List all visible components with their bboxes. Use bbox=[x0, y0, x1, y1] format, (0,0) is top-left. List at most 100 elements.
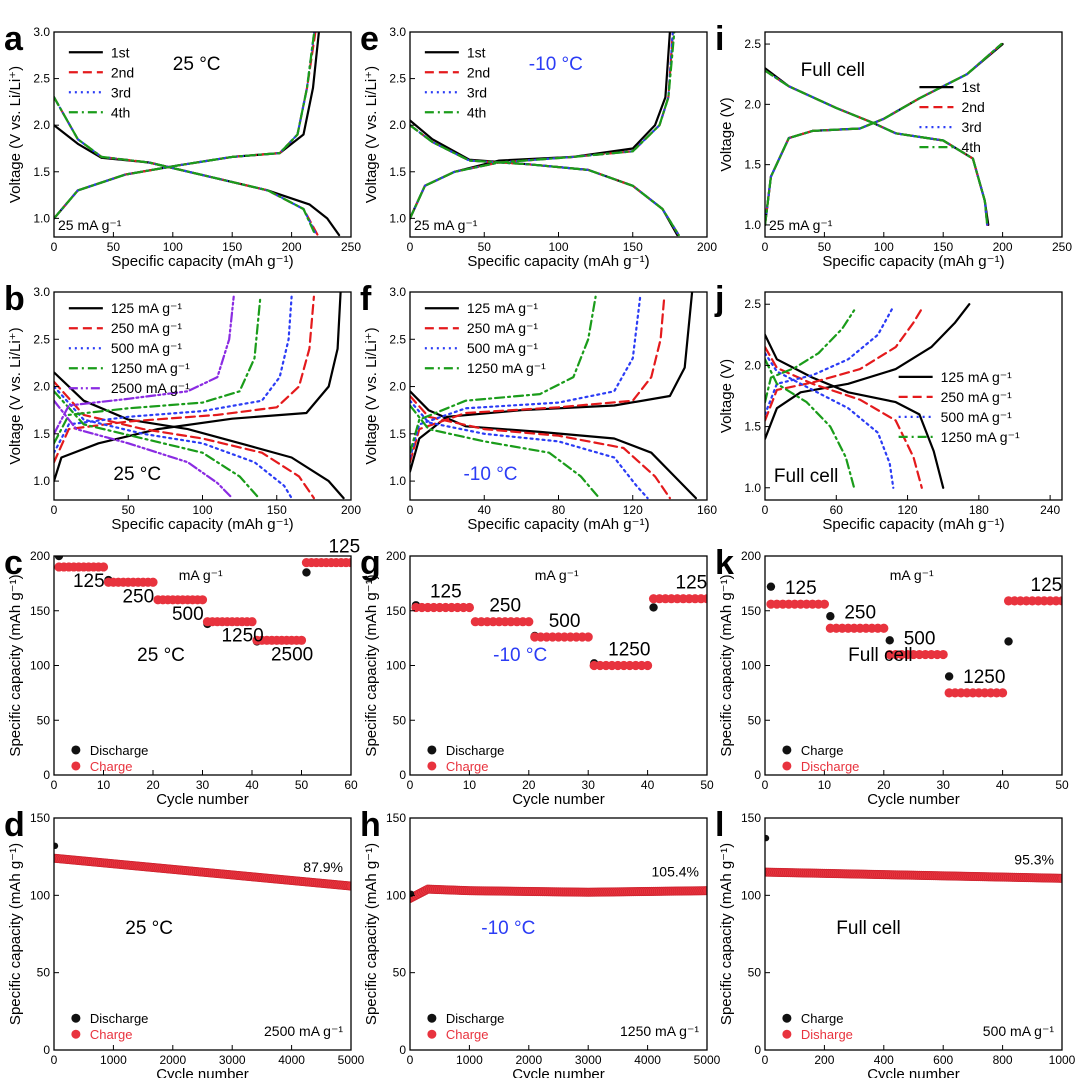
plot-area bbox=[765, 834, 1062, 883]
x-axis-label: Cycle number bbox=[156, 791, 249, 808]
x-tick-label: 0 bbox=[762, 778, 769, 792]
legend-label: 125 mA g⁻¹ bbox=[467, 300, 539, 316]
annotation: -10 °C bbox=[481, 918, 535, 939]
x-tick-label: 5000 bbox=[694, 1053, 721, 1067]
y-tick-label: 150 bbox=[30, 604, 50, 618]
legend-label: 500 mA g⁻¹ bbox=[111, 340, 183, 356]
legend-label: 500 mA g⁻¹ bbox=[941, 409, 1013, 425]
plot-area bbox=[410, 32, 680, 237]
y-tick-label: 2.5 bbox=[33, 332, 50, 346]
rate-label: 500 bbox=[549, 611, 581, 632]
x-tick-label: 50 bbox=[1055, 778, 1069, 792]
rate-label: 500 bbox=[172, 604, 204, 625]
x-tick-label: 250 bbox=[341, 240, 361, 254]
panel-letter: b bbox=[4, 280, 25, 318]
y-tick-label: 1.5 bbox=[389, 427, 406, 441]
y-tick-label: 0 bbox=[754, 768, 761, 782]
plot-area bbox=[54, 842, 351, 891]
legend-marker bbox=[782, 1013, 792, 1023]
legend-marker bbox=[71, 745, 81, 755]
series-blue-discharge bbox=[410, 399, 649, 500]
panel-letter: c bbox=[4, 544, 23, 582]
y-tick-label: 0 bbox=[754, 1043, 761, 1057]
y-tick-label: 1.5 bbox=[744, 420, 761, 434]
y-tick-label: 50 bbox=[37, 713, 51, 727]
plot-frame bbox=[53, 817, 352, 1051]
panel-letter: l bbox=[715, 806, 724, 844]
annotation: 25 °C bbox=[137, 645, 185, 666]
y-tick-label: 0 bbox=[43, 768, 50, 782]
y-tick-label: 3.0 bbox=[33, 25, 50, 39]
x-axis-label: Specific capacity (mAh g⁻¹) bbox=[467, 516, 649, 533]
series-blue-charge bbox=[410, 295, 642, 459]
series-red-discharge bbox=[765, 346, 923, 489]
rate-label: 125 bbox=[785, 578, 817, 599]
annotation: 87.9% bbox=[303, 859, 343, 875]
rate-label: 1250 bbox=[608, 640, 650, 661]
rate-label: 250 bbox=[844, 602, 876, 623]
legend-label: 4th bbox=[961, 139, 980, 155]
series-blue-discharge bbox=[765, 352, 895, 489]
legend-label: 2500 mA g⁻¹ bbox=[111, 380, 190, 396]
plot-area bbox=[54, 556, 351, 646]
x-tick-label: 160 bbox=[697, 503, 717, 517]
y-tick-label: 100 bbox=[386, 888, 406, 902]
rate-label: 2500 bbox=[271, 644, 313, 665]
y-tick-label: 1.0 bbox=[389, 474, 406, 488]
plot-area bbox=[766, 582, 1062, 698]
y-tick-label: 50 bbox=[393, 713, 407, 727]
annotation: 25 °C bbox=[173, 54, 221, 75]
series-green-discharge bbox=[410, 404, 601, 500]
x-tick-label: 120 bbox=[898, 503, 918, 517]
legend-label: Charge bbox=[801, 743, 844, 758]
legend-label: 3rd bbox=[111, 84, 131, 100]
legend-label: 500 mA g⁻¹ bbox=[467, 340, 539, 356]
y-tick-label: 2.0 bbox=[389, 118, 406, 132]
x-tick-label: 3000 bbox=[575, 1053, 602, 1067]
x-tick-label: 1000 bbox=[1049, 1053, 1076, 1067]
panel-f: 0 40 80 120 160 1.0 1.5 2.0 2.5 3.0 Specific capac… bbox=[360, 280, 717, 533]
y-tick-label: 1.0 bbox=[33, 474, 50, 488]
y-tick-label: 50 bbox=[37, 966, 51, 980]
data-point-b bbox=[524, 617, 534, 627]
annotation: 25 mA g⁻¹ bbox=[58, 217, 122, 233]
plot-area bbox=[54, 32, 341, 237]
plot-area bbox=[54, 292, 345, 500]
x-tick-label: 40 bbox=[996, 778, 1010, 792]
legend-label: 250 mA g⁻¹ bbox=[941, 389, 1013, 405]
x-axis-label: Specific capacity (mAh g⁻¹) bbox=[822, 253, 1004, 270]
data-point-a bbox=[885, 636, 894, 645]
legend-marker bbox=[427, 1013, 437, 1023]
x-tick-label: 0 bbox=[407, 240, 414, 254]
x-tick-label: 4000 bbox=[634, 1053, 661, 1067]
x-tick-label: 3000 bbox=[219, 1053, 246, 1067]
x-tick-label: 100 bbox=[548, 240, 568, 254]
y-tick-label: 2.0 bbox=[744, 97, 761, 111]
data-point-b bbox=[98, 562, 109, 572]
x-tick-label: 200 bbox=[282, 240, 302, 254]
panel-letter: j bbox=[714, 280, 724, 318]
panel-letter: k bbox=[715, 544, 734, 582]
x-tick-label: 400 bbox=[874, 1053, 894, 1067]
y-tick-label: 100 bbox=[386, 659, 406, 673]
x-tick-label: 100 bbox=[874, 240, 894, 254]
y-tick-label: 50 bbox=[748, 966, 762, 980]
panel-e: 0 50 100 150 200 1.0 1.5 2.0 2.5 3.0 Specific capa… bbox=[360, 20, 717, 270]
legend-label: 250 mA g⁻¹ bbox=[111, 320, 183, 336]
x-tick-label: 10 bbox=[463, 778, 477, 792]
series-blue-charge bbox=[765, 305, 895, 416]
annotation: -10 °C bbox=[463, 464, 517, 485]
x-tick-label: 2000 bbox=[159, 1053, 186, 1067]
x-tick-label: 30 bbox=[582, 778, 596, 792]
x-tick-label: 0 bbox=[762, 240, 769, 254]
data-point-b bbox=[346, 557, 351, 568]
x-tick-label: 1000 bbox=[456, 1053, 483, 1067]
x-tick-label: 0 bbox=[407, 778, 414, 792]
panel-letter: e bbox=[360, 20, 379, 58]
series-green-discharge bbox=[54, 96, 317, 237]
legend-marker bbox=[782, 1029, 792, 1039]
x-tick-label: 50 bbox=[818, 240, 832, 254]
data-point-b bbox=[148, 577, 158, 587]
y-axis-label: Specific capacity (mAh g⁻¹) bbox=[7, 843, 24, 1025]
annotation: 95.3% bbox=[1014, 851, 1054, 867]
